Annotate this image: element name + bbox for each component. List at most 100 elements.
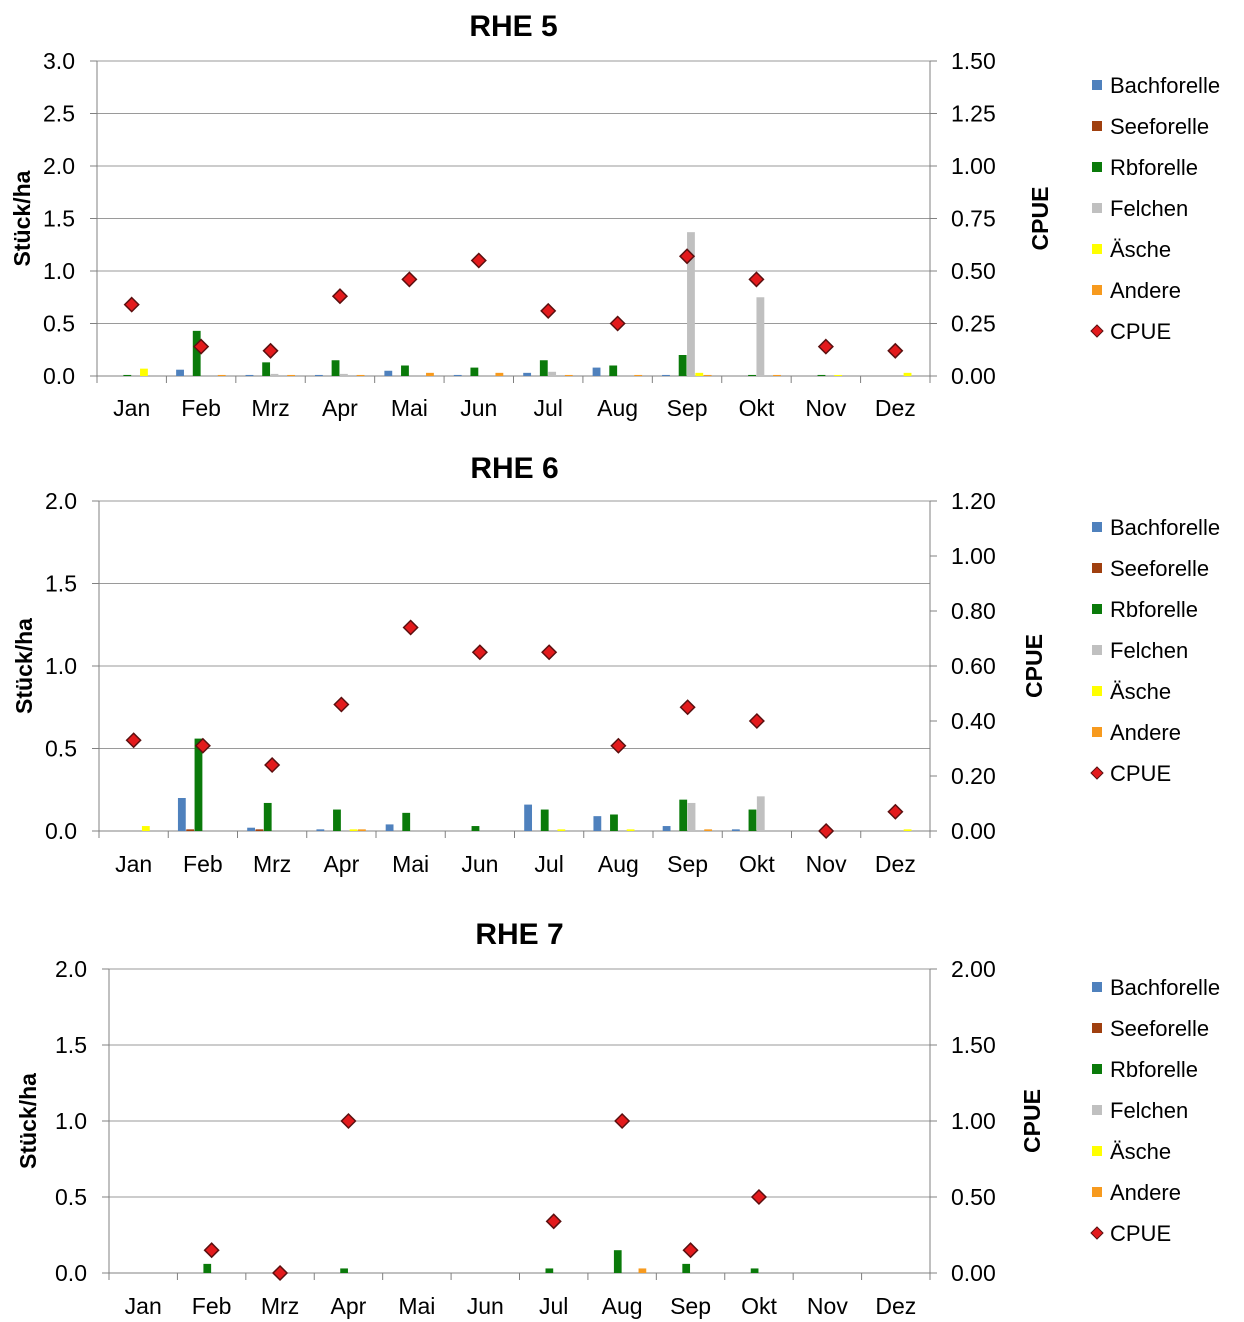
bar-rbforelle [539, 360, 548, 376]
y2-axis-label: CPUE [1021, 634, 1047, 698]
bar-bachforelle [245, 374, 254, 376]
cpue-marker [750, 1188, 768, 1206]
legend-label: Bachforelle [1110, 73, 1220, 98]
y2-tick-label: 1.50 [951, 48, 996, 74]
y2-tick-label: 0.60 [951, 653, 996, 679]
cpue-marker [818, 822, 835, 840]
legend-label: Andere [1110, 720, 1181, 745]
legend-label: Bachforelle [1110, 515, 1220, 540]
bar-bachforelle [662, 826, 671, 831]
y-tick-label: 1.5 [55, 1032, 87, 1058]
y-axis-label: Stück/ha [15, 1073, 41, 1169]
bar-äsche [140, 368, 148, 376]
y2-tick-label: 0.20 [951, 763, 996, 789]
legend-swatch-andere [1092, 1187, 1102, 1197]
bar-bachforelle [662, 374, 670, 376]
y-tick-label: 1.0 [43, 258, 75, 284]
bar-äsche [626, 829, 635, 831]
bar-rbforelle [192, 330, 201, 376]
legend-label: Felchen [1110, 638, 1188, 663]
bar-rbforelle [678, 355, 687, 376]
legend-swatch-äsche [1092, 1146, 1102, 1156]
legend-label: Felchen [1110, 1098, 1188, 1123]
legend-swatch-rbforelle [1092, 162, 1102, 172]
legend-label: Äsche [1110, 679, 1171, 704]
legend-cpue-marker [1090, 766, 1104, 780]
legend-label: CPUE [1110, 1221, 1171, 1246]
bar-andere [703, 374, 712, 376]
chart-panel-2: RHE 6 0.0 0.5 1.0 1.5 2.0 0.00 0.20 0.40 0.60 0.80… [11, 452, 1220, 877]
bar-andere [357, 829, 366, 831]
bar-rbforelle [817, 374, 826, 376]
cpue-marker [748, 712, 765, 730]
bar-felchen [548, 371, 557, 376]
legend-label: CPUE [1110, 761, 1171, 786]
bar-bachforelle [316, 829, 325, 831]
x-tick-label: Mrz [261, 1293, 299, 1319]
legend-label: Äsche [1110, 1139, 1171, 1164]
x-tick-label: Dez [875, 395, 916, 421]
cpue-marker [887, 803, 904, 820]
bar-äsche [349, 829, 358, 831]
y2-tick-label: 0.00 [951, 363, 996, 389]
bar-rbforelle [609, 365, 618, 376]
x-tick-label: Jul [539, 1293, 568, 1319]
legend-label: Andere [1110, 1180, 1181, 1205]
y-tick-label: 0.0 [55, 1260, 87, 1286]
x-tick-label: Okt [741, 1293, 777, 1319]
bar-rbforelle [402, 812, 411, 831]
y2-tick-label: 1.25 [951, 101, 996, 127]
bar-rbforelle [331, 360, 340, 376]
y2-tick-label: 1.00 [951, 153, 996, 179]
y2-tick-label: 0.40 [951, 708, 996, 734]
x-tick-label: Nov [806, 851, 847, 877]
bar-felchen [339, 373, 348, 376]
legend-label: Seeforelle [1110, 114, 1209, 139]
x-tick-label: Feb [183, 851, 223, 877]
bar-seeforelle [186, 829, 195, 831]
bar-rbforelle [340, 1268, 348, 1273]
legend-label: Rbforelle [1110, 597, 1198, 622]
cpue-marker [470, 252, 487, 269]
y2-tick-label: 0.25 [951, 311, 996, 337]
x-tick-label: Jul [534, 395, 563, 421]
legend-swatch-äsche [1092, 244, 1102, 254]
bar-bachforelle [592, 367, 601, 376]
x-tick-label: Aug [598, 851, 639, 877]
bar-äsche [141, 826, 150, 831]
y-tick-label: 0.0 [43, 363, 75, 389]
cpue-marker [609, 315, 626, 332]
y2-tick-label: 0.50 [951, 258, 996, 284]
x-tick-label: Sep [667, 395, 708, 421]
y2-tick-label: 0.75 [951, 206, 996, 232]
cpue-marker [887, 342, 904, 359]
bar-bachforelle [523, 372, 532, 376]
bar-rbforelle [263, 802, 272, 831]
x-tick-label: Apr [323, 851, 359, 877]
cpue-marker [203, 1242, 220, 1259]
y-tick-label: 0.0 [45, 818, 77, 844]
y-tick-label: 1.0 [55, 1108, 87, 1134]
bar-andere [704, 829, 713, 831]
bar-rbforelle [545, 1268, 554, 1273]
bar-andere [356, 374, 365, 376]
x-tick-label: Apr [322, 395, 358, 421]
y-axis-label: Stück/ha [9, 170, 35, 266]
bar-rbforelle [333, 809, 341, 831]
cpue-marker [541, 644, 558, 661]
legend-swatch-äsche [1092, 686, 1102, 696]
legend-swatch-bachforelle [1092, 522, 1102, 532]
bar-andere [564, 374, 573, 376]
cpue-marker [264, 756, 281, 774]
y-tick-label: 1.5 [45, 571, 77, 597]
y2-tick-label: 1.50 [951, 1032, 996, 1058]
x-tick-label: Mai [398, 1293, 435, 1319]
bar-bachforelle [247, 827, 256, 831]
cpue-marker [679, 699, 696, 716]
legend-label: Seeforelle [1110, 556, 1209, 581]
x-tick-label: Mrz [251, 395, 289, 421]
x-tick-label: Nov [805, 395, 846, 421]
bar-rbforelle [203, 1263, 212, 1273]
y2-tick-label: 2.00 [951, 956, 996, 982]
x-tick-label: Feb [181, 395, 221, 421]
